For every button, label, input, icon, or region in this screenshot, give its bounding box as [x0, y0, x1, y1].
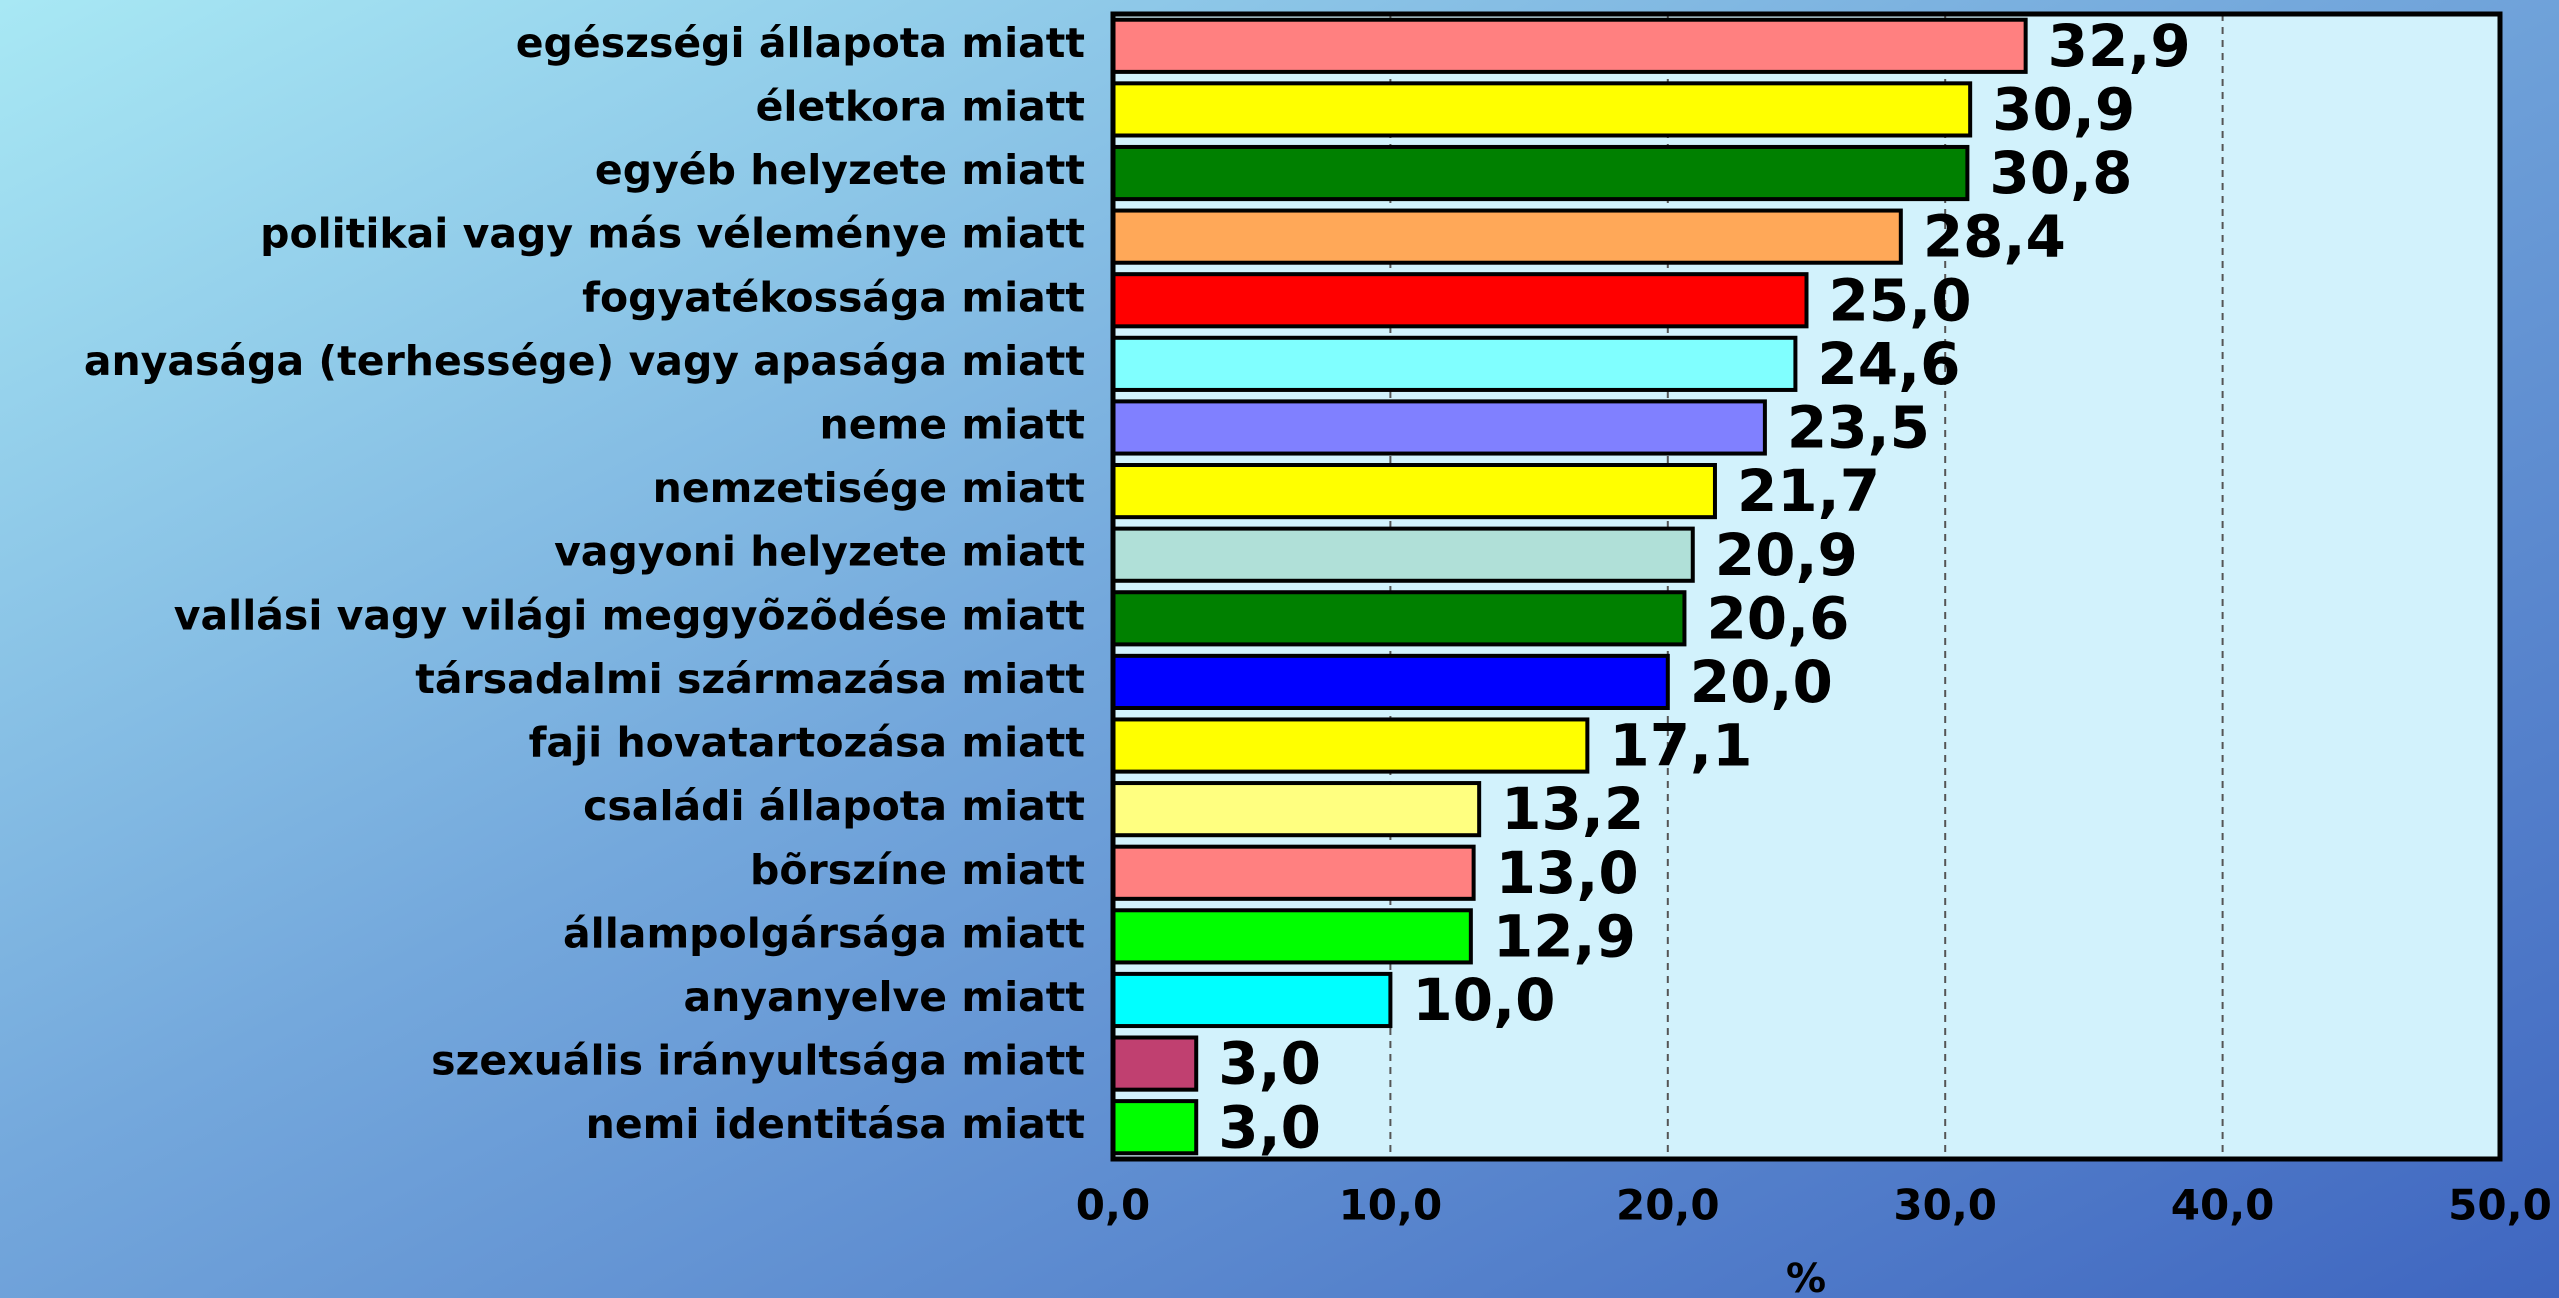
value-label: 17,1 — [1609, 712, 1752, 780]
value-label: 30,8 — [1989, 139, 2132, 207]
y-tick-label: társadalmi származása miatt — [415, 655, 1085, 703]
value-label: 32,9 — [2048, 12, 2191, 80]
plot-border — [1110, 11, 2503, 1162]
y-tick-label: állampolgársága miatt — [563, 909, 1085, 957]
y-tick-label: családi állapota miatt — [583, 782, 1085, 830]
x-axis-label: % — [1786, 1256, 1826, 1298]
bar — [1111, 908, 1473, 965]
bar — [1111, 208, 1903, 265]
value-label: 24,6 — [1817, 330, 1960, 398]
bar — [1111, 335, 1798, 392]
y-tick-label: politikai vagy más véleménye miatt — [260, 210, 1085, 258]
value-label: 21,7 — [1737, 457, 1880, 525]
value-label: 13,0 — [1496, 839, 1639, 907]
bar — [1111, 590, 1687, 647]
value-label: 25,0 — [1829, 266, 1972, 334]
value-label: 20,9 — [1715, 521, 1858, 589]
bar — [1111, 1035, 1199, 1092]
y-tick-label: faji hovatartozása miatt — [529, 719, 1085, 767]
value-label: 3,0 — [1218, 1093, 1321, 1161]
value-label: 30,9 — [1992, 76, 2135, 144]
value-label: 13,2 — [1501, 775, 1644, 843]
bar — [1111, 844, 1476, 901]
y-tick-label: nemi identitása miatt — [586, 1100, 1085, 1148]
bar — [1111, 272, 1809, 329]
y-tick-label: vallási vagy világi meggyõzõdése miatt — [174, 591, 1085, 639]
plot-area — [1113, 14, 2500, 1159]
y-tick-label: anyasága (terhessége) vagy apasága miatt — [84, 337, 1085, 385]
value-label: 20,6 — [1706, 584, 1849, 652]
bar — [1111, 781, 1482, 838]
x-tick-label: 0,0 — [1076, 1181, 1150, 1230]
bar — [1111, 81, 1973, 138]
value-label: 23,5 — [1787, 394, 1930, 462]
value-label: 12,9 — [1493, 902, 1636, 970]
value-label: 20,0 — [1690, 648, 1833, 716]
bar — [1111, 526, 1695, 583]
bar — [1111, 717, 1590, 774]
y-tick-label: nemzetisége miatt — [653, 464, 1085, 512]
x-tick-label: 10,0 — [1339, 1181, 1443, 1230]
bar — [1111, 144, 1970, 202]
y-tick-label: bõrszíne miatt — [750, 846, 1085, 894]
x-tick-label: 30,0 — [1893, 1181, 1997, 1230]
y-tick-label: neme miatt — [820, 400, 1085, 448]
y-tick-label: vagyoni helyzete miatt — [554, 528, 1085, 576]
y-tick-label: fogyatékossága miatt — [582, 273, 1085, 321]
x-tick-label: 20,0 — [1616, 1181, 1720, 1230]
bar — [1111, 463, 1717, 520]
y-tick-label: életkora miatt — [756, 82, 1085, 130]
value-label: 3,0 — [1218, 1030, 1321, 1098]
bar — [1111, 1099, 1199, 1156]
y-tick-label: egészségi állapota miatt — [516, 19, 1085, 67]
y-tick-label: egyéb helyzete miatt — [595, 146, 1085, 194]
bar — [1111, 17, 2028, 74]
bar — [1111, 971, 1393, 1029]
value-label: 28,4 — [1923, 203, 2066, 271]
x-tick-label: 40,0 — [2171, 1181, 2275, 1230]
bar — [1111, 653, 1670, 710]
y-tick-label: szexuális irányultsága miatt — [431, 1037, 1085, 1085]
value-label: 10,0 — [1412, 966, 1555, 1034]
x-tick-label: 50,0 — [2448, 1181, 2552, 1230]
y-tick-label: anyanyelve miatt — [684, 973, 1085, 1021]
bar — [1111, 399, 1767, 456]
